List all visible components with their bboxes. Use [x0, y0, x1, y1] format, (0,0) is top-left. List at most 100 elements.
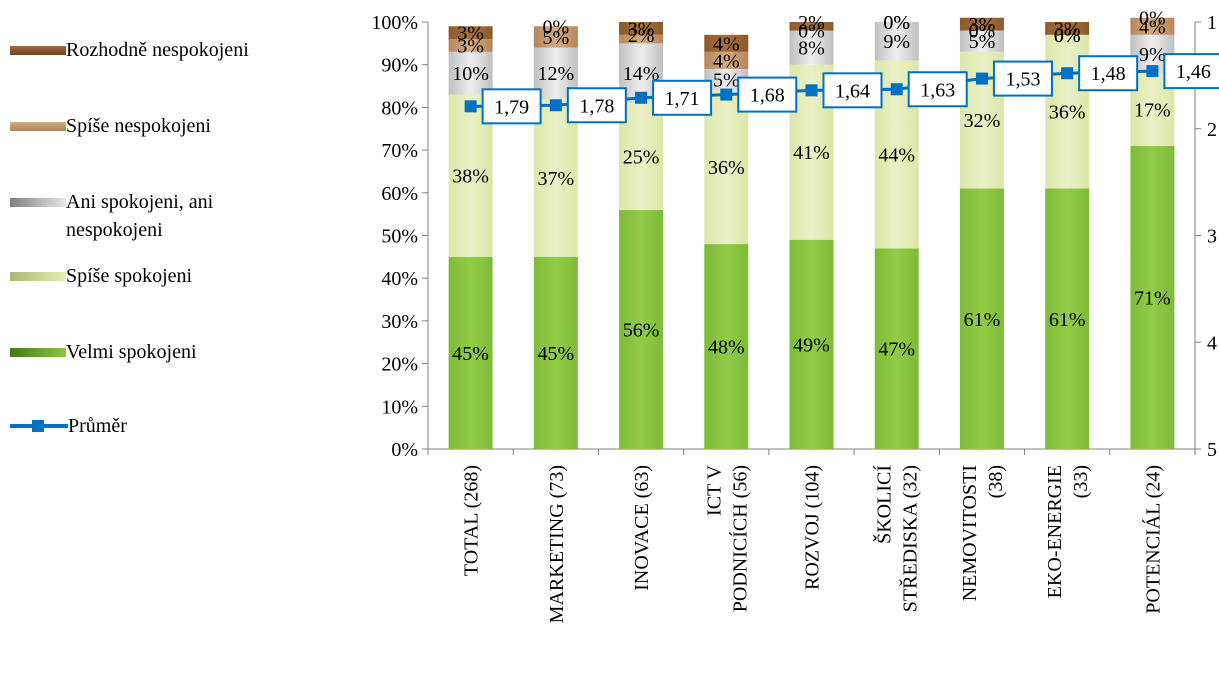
average-label: 1,71 — [665, 88, 700, 110]
average-label: 1,79 — [494, 96, 529, 118]
average-label-box — [992, 60, 1053, 97]
y-left-tick-label: 70% — [381, 140, 418, 162]
bar-segment-ani-spokojeni-ani-nespokojeni — [959, 30, 1004, 52]
average-marker — [1061, 67, 1074, 80]
y-left-tick-label: 50% — [381, 226, 418, 248]
segment-label-spise-nespokojeni: 0% — [798, 21, 825, 43]
segment-label-spise-nespokojeni: 2% — [628, 25, 655, 47]
legend-label-ani: Ani spokojeni, ani nespokojeni — [66, 191, 214, 241]
segment-label-ani-spokojeni-ani-nespokojeni: 5% — [713, 70, 740, 92]
average-marker — [805, 84, 818, 97]
segment-label-rozhodne-nespokojeni: 2% — [798, 12, 825, 34]
bar-segment-rozhodne-nespokojeni — [448, 26, 493, 40]
bar-segment-ani-spokojeni-ani-nespokojeni — [789, 30, 834, 65]
bar-segment-rozhodne-nespokojeni — [619, 22, 664, 35]
legend-swatch-velmi — [10, 348, 66, 357]
legend-item-prumer: Průměr — [10, 412, 188, 440]
y-left-tick-label: 80% — [381, 97, 418, 119]
average-label-box — [907, 71, 968, 108]
bar-segment-rozhodne-nespokojeni — [1045, 22, 1090, 35]
category-label: (33) — [1070, 465, 1092, 498]
average-label: 1,53 — [1005, 69, 1040, 91]
segment-label-spise-nespokojeni: 4% — [1139, 16, 1166, 38]
average-marker — [975, 72, 988, 85]
segment-label-ani-spokojeni-ani-nespokojeni: 5% — [969, 31, 996, 53]
y-left-tick-label: 30% — [381, 311, 418, 333]
segment-label-spise-nespokojeni: 4% — [713, 50, 740, 72]
bar-segment-spise-spokojeni — [704, 90, 749, 245]
bar-segment-rozhodne-nespokojeni — [789, 22, 834, 31]
category-labels: TOTAL (268) MARKETING (73) INOVACE (63) ICT… — [461, 464, 1165, 623]
segment-label-spise-spokojeni: 37% — [537, 168, 574, 190]
y-right-tick-label: 1 — [1207, 12, 1217, 34]
bar-segment-velmi-spokojeni — [874, 248, 919, 449]
segment-label-spise-spokojeni: 41% — [793, 142, 830, 164]
legend-label-spise-spokojeni: Spíše spokojeni — [66, 265, 193, 287]
category-label: MARKETING (73) — [546, 465, 568, 623]
segment-label-rozhodne-nespokojeni: 0% — [1139, 8, 1166, 30]
category-label: TOTAL (268) — [461, 465, 483, 576]
segment-label-velmi-spokojeni: 49% — [793, 334, 830, 356]
legend-label-spise-nespokojeni: Spíše nespokojeni — [66, 115, 211, 137]
bar-segment-velmi-spokojeni — [789, 239, 834, 449]
segment-label-rozhodne-nespokojeni: 3% — [969, 14, 996, 36]
y-left-tick-label: 90% — [381, 55, 418, 77]
bar-segment-ani-spokojeni-ani-nespokojeni — [874, 22, 919, 61]
y-left-tick-label: 10% — [381, 396, 418, 418]
average-label: 1,68 — [750, 85, 785, 107]
segment-label-rozhodne-nespokojeni: 3% — [628, 18, 655, 40]
segment-label-ani-spokojeni-ani-nespokojeni: 10% — [452, 63, 489, 85]
legend-label-velmi: Velmi spokojeni — [66, 341, 197, 363]
segment-label-spise-spokojeni: 17% — [1134, 100, 1171, 122]
legend-line-prumer — [10, 412, 68, 440]
segment-label-velmi-spokojeni: 47% — [878, 339, 915, 361]
legend-item-spise-nespokojeni: Spíše nespokojeni — [10, 112, 286, 140]
legend-swatch-spise-nespokojeni — [10, 122, 66, 131]
legend-item-rozhodne-nespokojeni: Rozhodně nespokojeni — [10, 36, 286, 64]
legend-item-velmi-spokojeni: Velmi spokojeni — [10, 338, 286, 366]
bar-segment-spise-nespokojeni — [1130, 17, 1175, 35]
segment-label-ani-spokojeni-ani-nespokojeni: 8% — [798, 38, 825, 60]
average-label: 1,46 — [1176, 61, 1211, 83]
average-marker — [720, 88, 733, 101]
average-label: 1,78 — [579, 95, 614, 117]
y-right-tick-label: 4 — [1207, 332, 1217, 354]
legend-item-spise-spokojeni: Spíše spokojeni — [10, 262, 286, 290]
bar-segment-rozhodne-nespokojeni — [704, 34, 749, 52]
segment-label-rozhodne-nespokojeni: 0% — [883, 12, 910, 34]
y-right-tick-label: 5 — [1207, 439, 1217, 461]
average-label: 1,63 — [920, 79, 955, 101]
legend-label-prumer: Průměr — [68, 415, 127, 437]
category-label: EKO-ENERGIE — [1044, 465, 1066, 598]
bar-segment-ani-spokojeni-ani-nespokojeni — [448, 51, 493, 95]
segment-label-velmi-spokojeni: 61% — [964, 309, 1001, 331]
chart-legend: Rozhodně nespokojeni Spíše nespokojeni A… — [10, 0, 310, 460]
segment-label-spise-nespokojeni: 5% — [542, 27, 569, 49]
bar-segment-velmi-spokojeni — [619, 209, 664, 449]
segment-label-velmi-spokojeni: 45% — [452, 343, 489, 365]
y-left-tick-label: 100% — [371, 12, 418, 34]
segment-label-spise-spokojeni: 36% — [1049, 102, 1086, 124]
segment-label-velmi-spokojeni: 61% — [1049, 309, 1086, 331]
bar-segment-velmi-spokojeni — [448, 256, 493, 449]
category-label: PODNICÍCH (56) — [728, 465, 751, 612]
segment-label-spise-nespokojeni: 0% — [883, 12, 910, 34]
segment-label-velmi-spokojeni: 45% — [537, 343, 574, 365]
bar-segment-velmi-spokojeni — [1130, 145, 1175, 449]
y-left-tick-label: 60% — [381, 183, 418, 205]
bar-segment-spise-spokojeni — [533, 98, 578, 257]
bar-segment-velmi-spokojeni — [959, 188, 1004, 449]
segment-label-spise-spokojeni: 44% — [878, 144, 915, 166]
y-left-tick-label: 40% — [381, 268, 418, 290]
segment-label-spise-nespokojeni: 3% — [457, 35, 484, 57]
average-label-box — [1078, 55, 1139, 92]
segment-label-spise-spokojeni: 38% — [452, 166, 489, 188]
segment-label-rozhodne-nespokojeni: 4% — [713, 33, 740, 55]
average-label-box — [822, 72, 883, 109]
bar-segment-spise-nespokojeni — [533, 26, 578, 48]
segment-label-ani-spokojeni-ani-nespokojeni: 12% — [537, 63, 574, 85]
segment-label-spise-spokojeni: 32% — [964, 110, 1001, 132]
average-label: 1,64 — [835, 80, 870, 102]
bar-segment-velmi-spokojeni — [533, 256, 578, 449]
